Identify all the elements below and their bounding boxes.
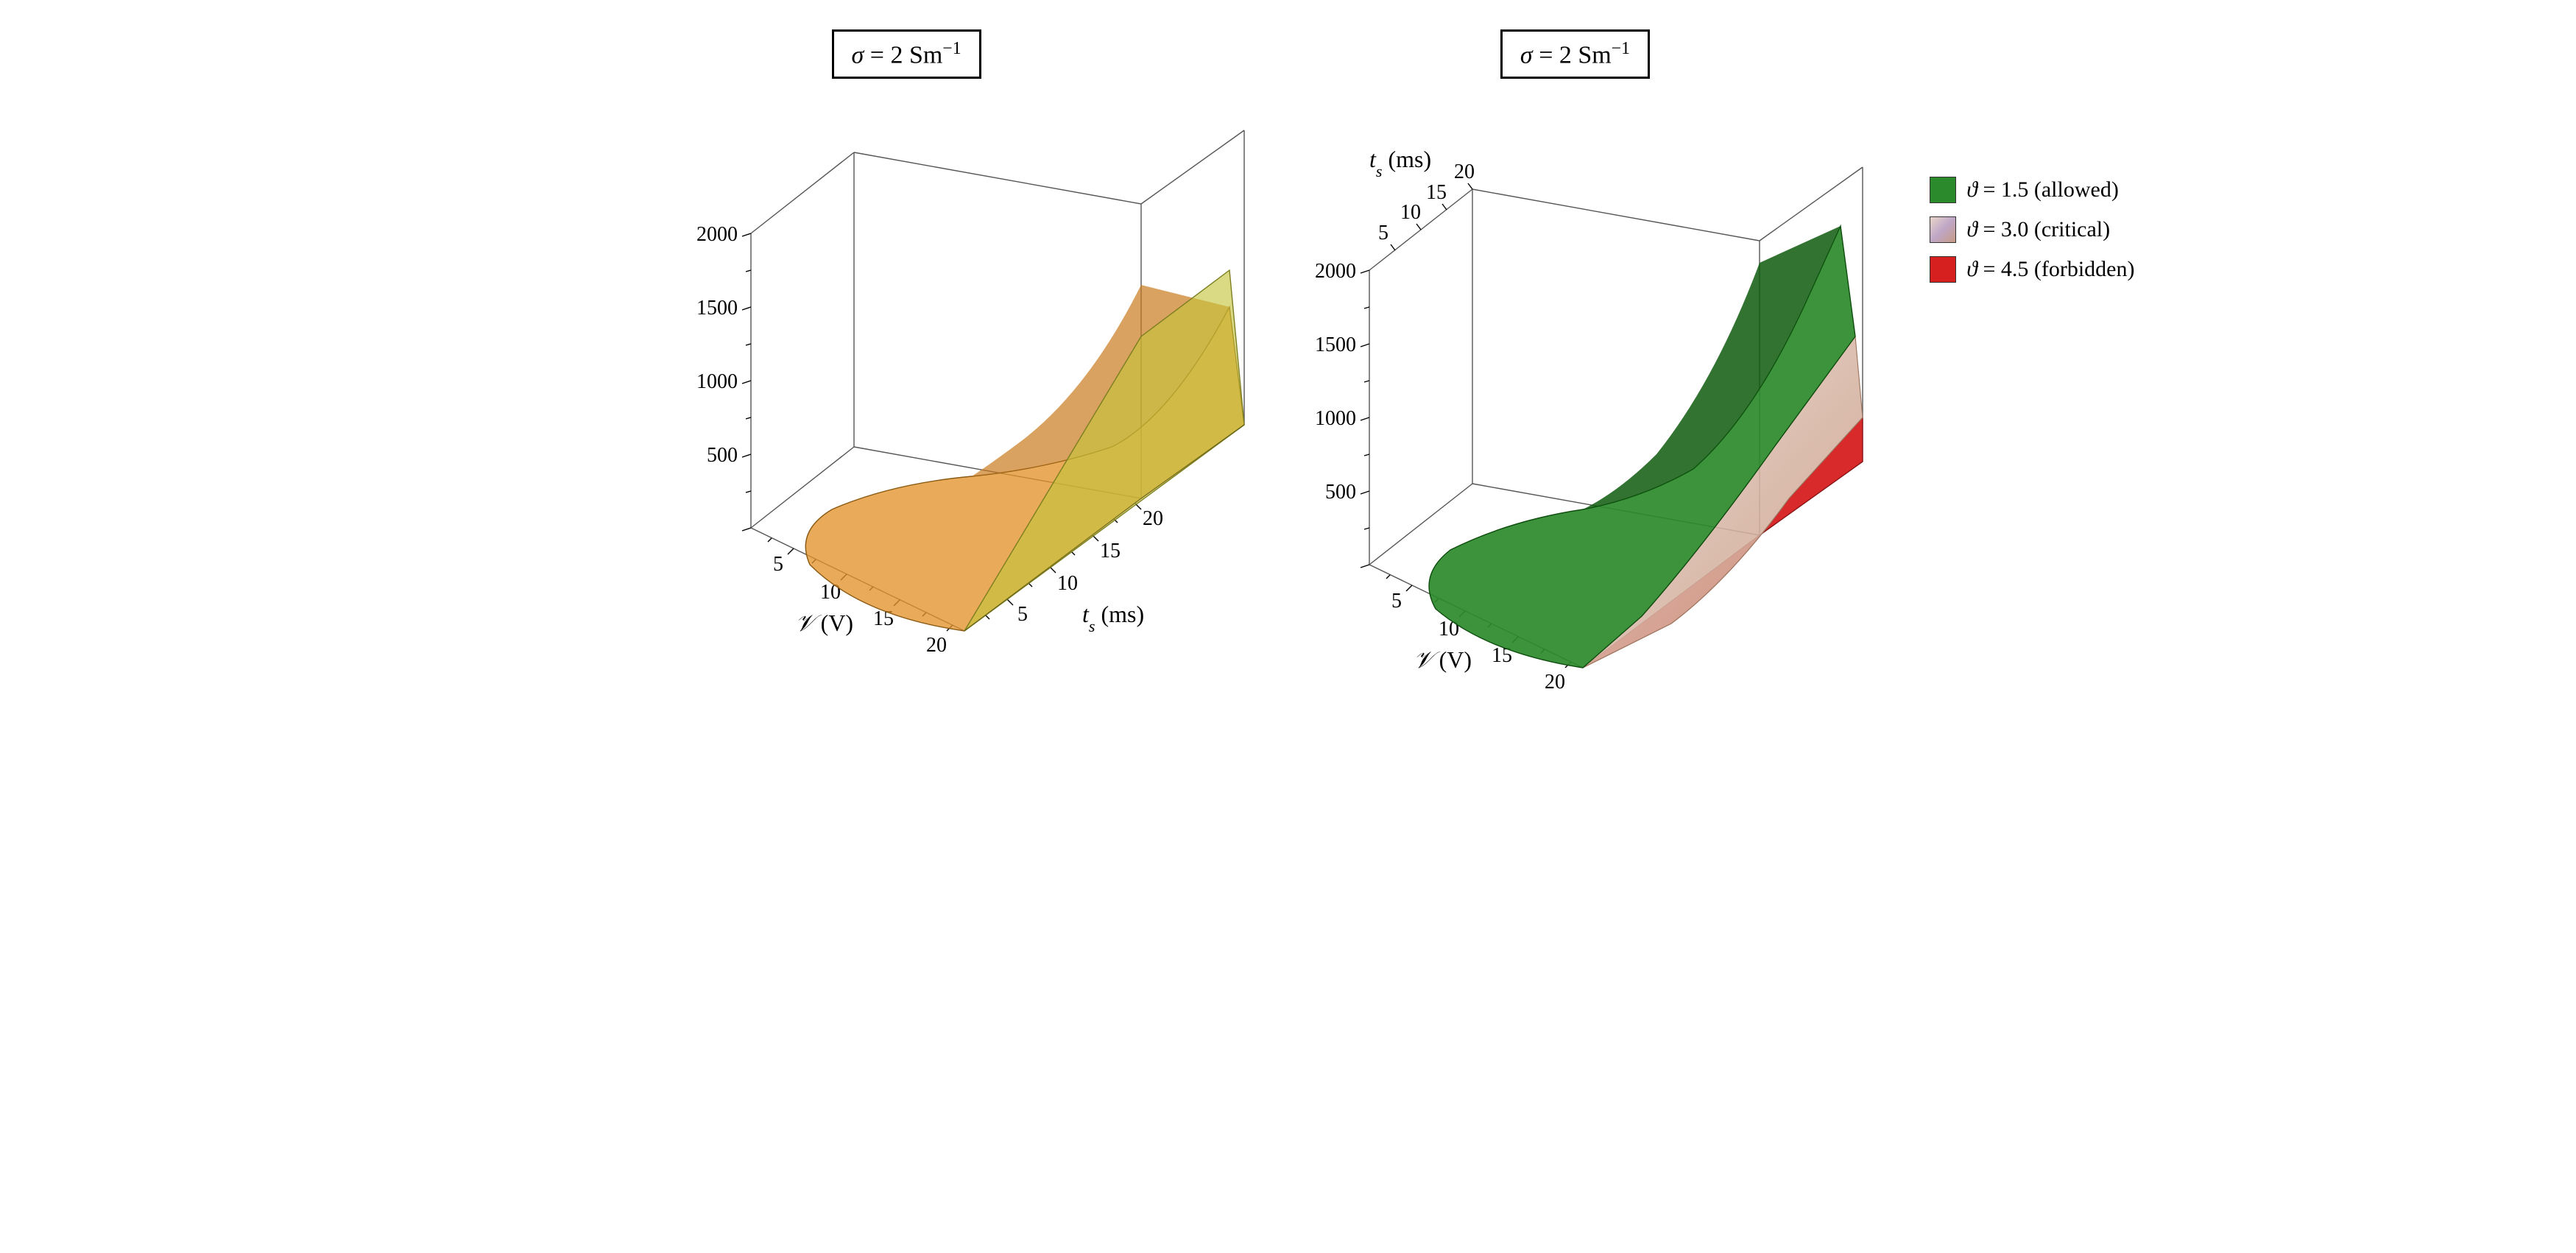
z-tick-1000-r: 1000 (1315, 407, 1356, 430)
eq-text: = 2 (864, 41, 903, 68)
x-tick-5-r: 5 (1391, 590, 1402, 613)
z-tick-2000: 2000 (696, 223, 738, 246)
y-tick-15: 15 (1100, 540, 1121, 562)
left-title-box: σ = 2 Sm−1 (832, 29, 981, 79)
legend-label-critical: ϑ = 3.0 (critical) (1966, 217, 2110, 242)
right-title-box: σ = 2 Sm−1 (1500, 29, 1650, 79)
left-panel: σ = 2 Sm−1 (699, 29, 1259, 705)
legend-swatch-green (1930, 177, 1956, 203)
legend-row-forbidden: ϑ = 4.5 (forbidden) (1930, 256, 2134, 283)
left-plot-overlay: 500 1000 1500 2000 5 1 (699, 101, 1259, 705)
y-tick-5-r: 5 (1378, 222, 1388, 244)
right-column: σ = 2 Sm−1 (1318, 29, 1877, 741)
z-tick-500: 500 (707, 444, 738, 467)
right-plot-svg: 500 1000 1500 2000 5 10 15 2 (1318, 93, 1877, 741)
legend-swatch-red (1930, 256, 1956, 283)
legend-row-allowed: ϑ = 1.5 (allowed) (1930, 177, 2134, 203)
z-tick-500-r: 500 (1325, 481, 1356, 504)
legend-row-critical: ϑ = 3.0 (critical) (1930, 216, 2134, 243)
y-tick-20-r: 20 (1454, 160, 1475, 183)
unit-pre: Sm (1572, 41, 1612, 68)
x-tick-20: 20 (926, 634, 947, 657)
eq-text: = 2 (1533, 41, 1572, 68)
z-tick-2000-r: 2000 (1315, 260, 1356, 283)
legend: ϑ = 1.5 (allowed) ϑ = 3.0 (critical) ϑ =… (1930, 177, 2134, 296)
z-tick-1000: 1000 (696, 370, 738, 393)
left-plot-svg: 500 1000 1500 2000 5 1 (699, 101, 1259, 705)
x-tick-5: 5 (773, 553, 783, 576)
sigma-var: σ (1520, 41, 1533, 68)
right-panel: σ = 2 Sm−1 (1318, 29, 1877, 741)
z-tick-1500-r: 1500 (1315, 333, 1356, 356)
y-tick-20: 20 (1143, 507, 1163, 530)
z-ticks-r (1361, 270, 1369, 568)
right-plot-overlay: 500 1000 1500 2000 5 10 15 2 (1318, 93, 1877, 741)
z-tick-1500: 1500 (696, 297, 738, 320)
unit-sup: −1 (1612, 39, 1630, 58)
legend-label-forbidden: ϑ = 4.5 (forbidden) (1966, 257, 2134, 282)
y-axis-label-r: ts (ms) (1369, 146, 1431, 180)
legend-label-allowed: ϑ = 1.5 (allowed) (1966, 177, 2119, 202)
x-axis-label-r: 𝒱 (V) (1414, 646, 1472, 673)
yellowgreen-plane (964, 270, 1244, 631)
z-ticks (742, 233, 751, 531)
y-axis-label: ts (ms) (1082, 601, 1144, 635)
x-tick-20-r: 20 (1545, 671, 1565, 693)
y-tick-15-r: 15 (1426, 181, 1447, 204)
box-group: 500 1000 1500 2000 5 10 15 2 (1315, 146, 1863, 693)
unit-sup: −1 (942, 39, 961, 58)
y-tick-5: 5 (1017, 603, 1028, 626)
figure-container: σ = 2 Sm−1 (29, 29, 2547, 741)
x-axis-label: 𝒱 (V) (795, 610, 853, 636)
unit-pre: Sm (903, 41, 942, 68)
y-tick-10-r: 10 (1400, 201, 1421, 224)
sigma-var: σ (852, 41, 864, 68)
y-tick-10: 10 (1057, 572, 1078, 595)
legend-swatch-tan (1930, 216, 1956, 243)
